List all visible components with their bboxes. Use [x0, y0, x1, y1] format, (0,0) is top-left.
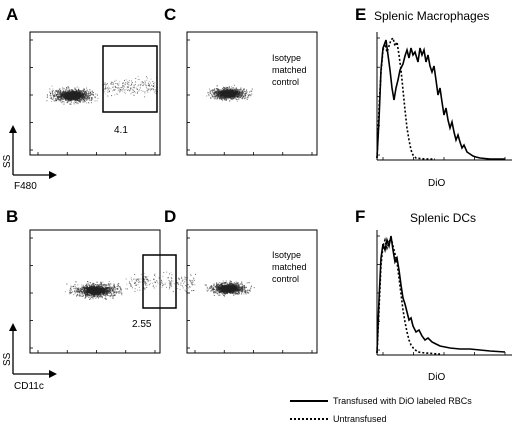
x-ticks-b — [37, 350, 156, 353]
panel-letter-a: A — [6, 5, 18, 24]
x-axis-label-f: DiO — [428, 372, 445, 383]
annotation-d-line3: control — [272, 274, 299, 284]
gate-box-a — [102, 45, 158, 113]
x-axis-label-e: DiO — [428, 178, 445, 189]
plot-frame-d — [186, 229, 318, 354]
panel-d: Isotype matched control — [186, 229, 318, 354]
annotation-c-line2: matched — [272, 65, 307, 75]
hist-line-transfused-f — [376, 235, 506, 354]
y-ticks-b — [30, 237, 33, 349]
x-ticks-e — [382, 157, 506, 160]
x-ticks-d — [194, 350, 313, 353]
x-ticks-c — [194, 152, 313, 155]
scatter-dots-c — [206, 84, 253, 102]
y-ticks-f — [377, 235, 380, 351]
annotation-c-line1: Isotype — [272, 53, 301, 63]
y-ticks-a — [30, 39, 33, 151]
panel-letter-d: D — [164, 207, 176, 226]
x-axis-label-b: CD11c — [14, 381, 44, 392]
scatter-dots-b — [64, 271, 196, 300]
gate-value-b: 2.55 — [132, 319, 152, 330]
hist-line-untransfused-f — [376, 235, 441, 355]
annotation-d-line1: Isotype — [272, 250, 301, 260]
y-ticks-e — [377, 37, 380, 156]
hist-title-f: Splenic DCs — [410, 211, 476, 225]
panel-f: Splenic DCs DiO — [376, 211, 512, 383]
plot-frame-c — [186, 31, 318, 156]
hist-title-e: Splenic Macrophages — [374, 9, 489, 23]
annotation-d-line2: matched — [272, 262, 307, 272]
axis-arrows-b: SS CD11c — [2, 323, 57, 392]
panel-letter-f: F — [355, 207, 365, 226]
x-axis-label-a: F480 — [14, 181, 37, 192]
plot-frame-a — [29, 31, 161, 156]
gate-value-a: 4.1 — [114, 125, 128, 136]
annotation-c-line3: control — [272, 77, 299, 87]
y-axis-label-a: SS — [2, 154, 13, 168]
axis-arrows-a: SS F480 — [2, 125, 57, 192]
legend-dotted-label: Untransfused — [333, 414, 387, 424]
panel-e: Splenic Macrophages DiO — [374, 9, 512, 189]
legend-solid-label: Transfused with DiO labeled RBCs — [333, 396, 472, 406]
hist-line-untransfused-e — [376, 36, 435, 160]
panel-letter-e: E — [355, 5, 366, 24]
panel-letter-b: B — [6, 207, 18, 226]
panel-a: 4.1 — [29, 31, 161, 156]
y-ticks-c — [187, 39, 190, 151]
scatter-dots-a — [46, 75, 158, 105]
plot-frame-b — [29, 229, 161, 354]
x-ticks-f — [382, 352, 506, 355]
panel-c: Isotype matched control — [186, 31, 318, 156]
x-ticks-a — [37, 152, 156, 155]
legend: Transfused with DiO labeled RBCs Untrans… — [290, 396, 472, 424]
panel-b: 2.55 — [29, 229, 196, 354]
panel-letter-c: C — [164, 5, 176, 24]
scatter-dots-d — [204, 280, 255, 297]
y-ticks-d — [187, 237, 190, 349]
y-axis-label-b: SS — [2, 352, 13, 366]
hist-line-transfused-e — [376, 39, 505, 160]
gate-box-b — [142, 254, 177, 309]
